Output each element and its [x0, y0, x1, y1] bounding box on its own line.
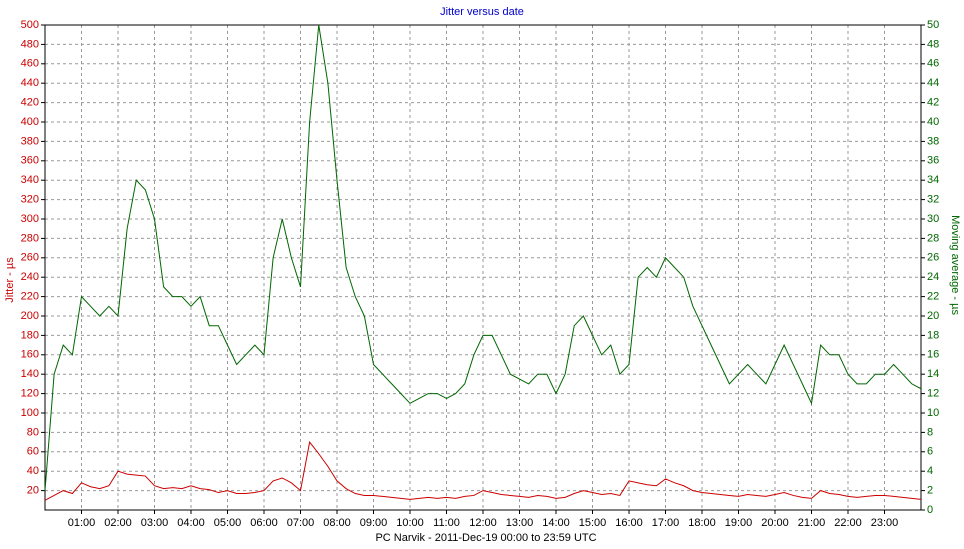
y-tick-label: 280: [21, 232, 39, 244]
y2-tick-label: 18: [927, 329, 939, 341]
y-tick-label: 220: [21, 291, 39, 303]
x-tick-label: 16:00: [615, 517, 643, 529]
y-tick-label: 400: [21, 116, 39, 128]
y2-tick-label: 26: [927, 252, 939, 264]
x-tick-label: 06:00: [250, 517, 278, 529]
x-tick-label: 20:00: [761, 517, 789, 529]
y-tick-label: 100: [21, 407, 39, 419]
y2-axis-label: Moving average - µs: [949, 215, 961, 315]
y2-tick-label: 38: [927, 135, 939, 147]
x-tick-label: 02:00: [104, 517, 132, 529]
y2-tick-label: 4: [927, 465, 933, 477]
x-tick-label: 22:00: [834, 517, 862, 529]
plot-frame: [44, 24, 922, 511]
y2-tick-label: 12: [927, 388, 939, 400]
y-tick-label: 140: [21, 368, 39, 380]
y-tick-label: 40: [27, 465, 39, 477]
y-tick-label: 420: [21, 97, 39, 109]
y2-tick-label: 22: [927, 291, 939, 303]
y2-tick-label: 30: [927, 213, 939, 225]
x-tick-label: 04:00: [177, 517, 205, 529]
y-tick-label: 380: [21, 135, 39, 147]
x-tick-label: 15:00: [579, 517, 607, 529]
y2-tick-label: 32: [927, 194, 939, 206]
y2-tick-label: 48: [927, 38, 939, 50]
x-tick-label: 08:00: [323, 517, 351, 529]
x-tick-label: 12:00: [469, 517, 497, 529]
series-line: [44, 24, 922, 491]
x-tick-label: 03:00: [141, 517, 169, 529]
x-tick-label: 17:00: [652, 517, 680, 529]
series-line: [44, 440, 922, 501]
y2-tick-label: 50: [927, 19, 939, 31]
y2-tick-label: 24: [927, 271, 939, 283]
y2-tick-label: 34: [927, 174, 939, 186]
y-tick-label: 20: [27, 485, 39, 497]
y-tick-label: 460: [21, 58, 39, 70]
y-tick-label: 500: [21, 19, 39, 31]
y2-tick-label: 6: [927, 446, 933, 458]
x-tick-label: 11:00: [433, 517, 460, 529]
y2-tick-label: 44: [927, 77, 939, 89]
y-tick-label: 240: [21, 271, 39, 283]
y-tick-label: 300: [21, 213, 39, 225]
y2-tick-label: 46: [927, 58, 939, 70]
y2-tick-label: 16: [927, 349, 939, 361]
y-tick-label: 120: [21, 388, 39, 400]
y-tick-label: 80: [27, 426, 39, 438]
y2-tick-label: 40: [927, 116, 939, 128]
x-tick-label: 05:00: [214, 517, 242, 529]
x-tick-label: 21:00: [798, 517, 826, 529]
x-tick-label: 13:00: [506, 517, 534, 529]
y2-tick-label: 20: [927, 310, 939, 322]
x-tick-label: 19:00: [725, 517, 753, 529]
y-tick-label: 480: [21, 38, 39, 50]
y2-tick-label: 2: [927, 485, 933, 497]
y-tick-label: 340: [21, 174, 39, 186]
x-tick-label: 23:00: [871, 517, 899, 529]
x-tick-label: 09:00: [360, 517, 388, 529]
y2-tick-label: 14: [927, 368, 939, 380]
y2-tick-label: 36: [927, 155, 939, 167]
y-axis-label: Jitter - µs: [4, 257, 16, 303]
y2-tick-label: 10: [927, 407, 939, 419]
y-tick-label: 160: [21, 349, 39, 361]
x-tick-label: 18:00: [688, 517, 716, 529]
x-tick-label: 07:00: [287, 517, 315, 529]
y-tick-label: 440: [21, 77, 39, 89]
y-tick-label: 320: [21, 194, 39, 206]
y-tick-label: 200: [21, 310, 39, 322]
y-tick-label: 180: [21, 329, 39, 341]
y-tick-label: 260: [21, 252, 39, 264]
x-tick-label: 10:00: [396, 517, 424, 529]
y2-tick-label: 42: [927, 97, 939, 109]
y-tick-label: 60: [27, 446, 39, 458]
x-tick-label: 14:00: [542, 517, 570, 529]
y2-tick-label: 28: [927, 232, 939, 244]
chart-title: Jitter versus date: [440, 6, 524, 18]
x-axis-label: PC Narvik - 2011-Dec-19 00:00 to 23:59 U…: [375, 532, 596, 544]
x-tick-label: 01:00: [68, 517, 96, 529]
y2-tick-label: 8: [927, 426, 933, 438]
y2-tick-label: 0: [927, 504, 933, 516]
y-tick-label: 360: [21, 155, 39, 167]
